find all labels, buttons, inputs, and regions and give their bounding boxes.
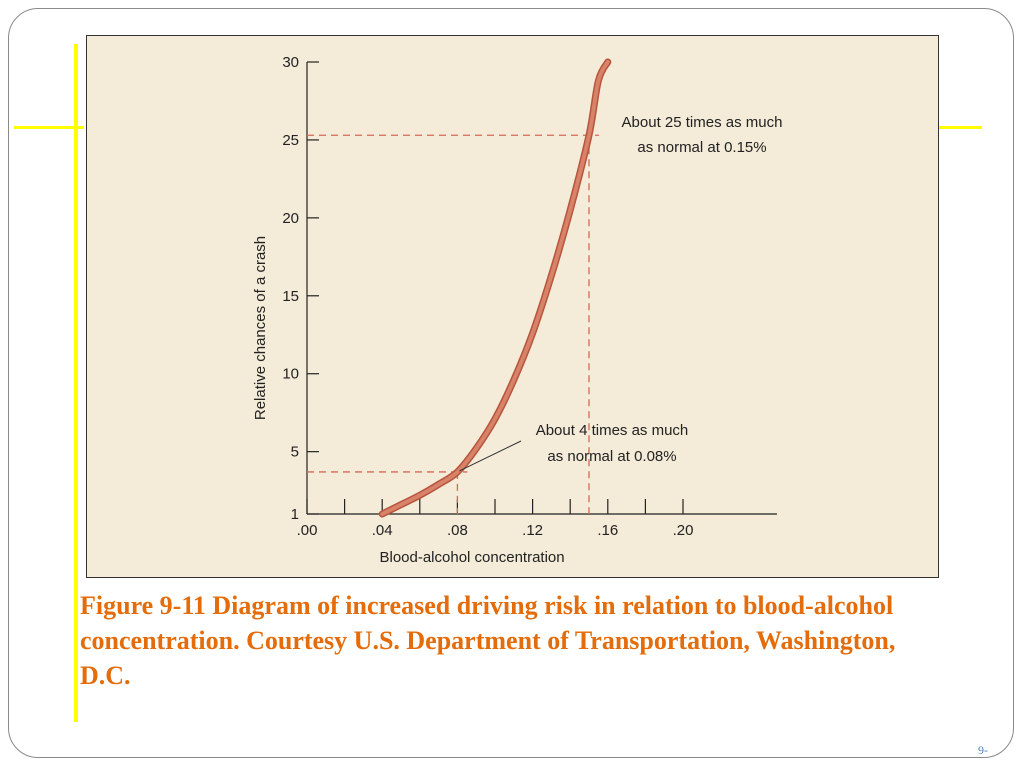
x-tick-label: .12 [522, 522, 543, 539]
risk-curve [380, 60, 610, 516]
annotation-008-line1: About 4 times as much [536, 422, 689, 439]
annotation-leader-line [459, 440, 522, 472]
figure-caption: Figure 9-11 Diagram of increased driving… [80, 591, 896, 690]
accent-line-vertical [74, 44, 78, 722]
risk-curve-outline [378, 58, 612, 518]
x-tick-label: .16 [597, 522, 618, 539]
accent-line-right [938, 126, 982, 129]
y-tick-label: 30 [282, 54, 299, 71]
x-tick-label: .04 [372, 522, 393, 539]
accent-line-left [14, 126, 84, 129]
slide-number: 9- [978, 743, 988, 757]
x-tick-label: .20 [673, 522, 694, 539]
annotation-015-line2: as normal at 0.15% [637, 139, 766, 156]
y-tick-label: 1 [291, 506, 299, 523]
x-tick-label: .00 [297, 522, 318, 539]
y-tick-label: 5 [291, 444, 299, 461]
annotation-008-line2: as normal at 0.08% [547, 448, 676, 465]
chart-svg: 151015202530.00.04.08.12.16.20Blood-alco… [252, 54, 783, 566]
x-axis-label: Blood-alcohol concentration [379, 549, 564, 566]
annotation-015-line1: About 25 times as much [622, 114, 783, 131]
y-tick-label: 20 [282, 210, 299, 227]
y-tick-label: 25 [282, 132, 299, 149]
y-tick-label: 15 [282, 288, 299, 305]
x-tick-label: .08 [447, 522, 468, 539]
y-axis-label: Relative chances of a crash [252, 236, 269, 420]
y-tick-label: 10 [282, 366, 299, 383]
chart-panel: 1 5 10 15 20 25 30.00.04.08.12.16.20 Blood-alco… [86, 35, 939, 578]
